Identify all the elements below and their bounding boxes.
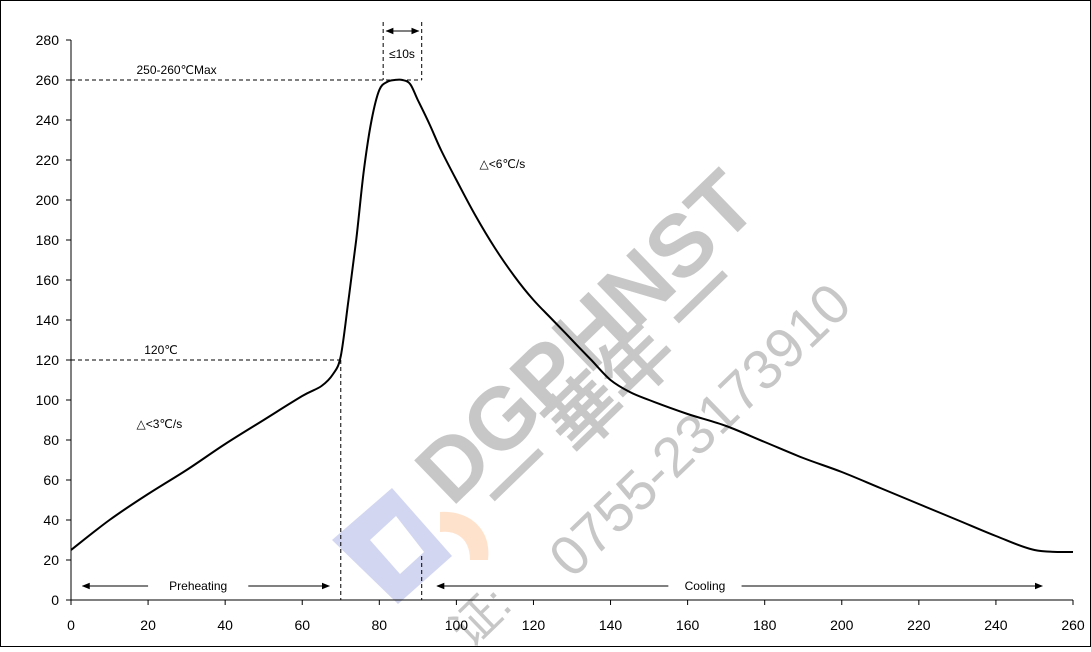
- x-tick-label: 220: [907, 617, 931, 633]
- y-tick-label: 20: [43, 552, 59, 568]
- x-tick-label: 80: [372, 617, 388, 633]
- y-tick-label: 160: [36, 272, 60, 288]
- y-tick-label: 100: [36, 392, 60, 408]
- y-tick-label: 0: [51, 592, 59, 608]
- annotation-cooling-rate: △<6℃/s: [480, 157, 526, 171]
- x-tick-label: 20: [140, 617, 156, 633]
- watermark-logo: [332, 488, 489, 604]
- y-axis: 0 20 40 60 80 100 120 140 160 180 200 220 240 260 280: [36, 32, 71, 608]
- annotation-peak-window: ≤10s: [389, 47, 415, 61]
- x-tick-label: 100: [445, 617, 469, 633]
- x-tick-label: 40: [217, 617, 233, 633]
- temperature-profile-line: [70, 78, 1074, 553]
- watermark-logo-inner: [370, 516, 424, 574]
- watermark-fragment: 证:: [441, 577, 522, 647]
- y-tick-label: 240: [36, 112, 60, 128]
- y-tick-label: 260: [36, 72, 60, 88]
- reference-guides: [71, 22, 423, 600]
- y-tick-label: 80: [43, 432, 59, 448]
- y-tick-label: 220: [36, 152, 60, 168]
- watermark: DGPHNST 一 華年 一 0755-23173910 证:: [332, 152, 863, 652]
- zone-arrows: [81, 27, 1043, 590]
- x-tick-label: 160: [676, 617, 700, 633]
- series-group: [70, 78, 1074, 553]
- x-tick-label: 120: [522, 617, 546, 633]
- x-tick-label: 240: [984, 617, 1008, 633]
- y-tick-label: 200: [36, 192, 60, 208]
- annotation-preheat-temperature: 120℃: [144, 343, 178, 357]
- y-tick-label: 120: [36, 352, 60, 368]
- x-tick-label: 60: [294, 617, 310, 633]
- annotation-cooling-zone: Cooling: [685, 579, 726, 593]
- x-tick-label: 140: [599, 617, 623, 633]
- watermark-logo-blue: [332, 488, 452, 604]
- x-tick-label: 200: [830, 617, 854, 633]
- x-tick-label: 0: [67, 617, 75, 633]
- annotation-heating-rate: △<3℃/s: [137, 417, 183, 431]
- x-tick-label: 180: [753, 617, 777, 633]
- x-axis: 0 20 40 60 80 100 120 140 160 180 200 220 240 260: [67, 600, 1085, 633]
- annotation-peak-temperature: 250-260℃Max: [137, 63, 217, 77]
- y-tick-label: 180: [36, 232, 60, 248]
- annotations: 250-260℃Max ≤10s 120℃ △<3℃/s △<6℃/s Preh…: [137, 47, 726, 593]
- watermark-logo-orange: [440, 511, 489, 560]
- y-tick-label: 40: [43, 512, 59, 528]
- y-tick-label: 140: [36, 312, 60, 328]
- y-tick-label: 60: [43, 472, 59, 488]
- y-tick-label: 280: [36, 32, 60, 48]
- annotation-preheating-zone: Preheating: [169, 579, 227, 593]
- x-tick-label: 260: [1061, 617, 1085, 633]
